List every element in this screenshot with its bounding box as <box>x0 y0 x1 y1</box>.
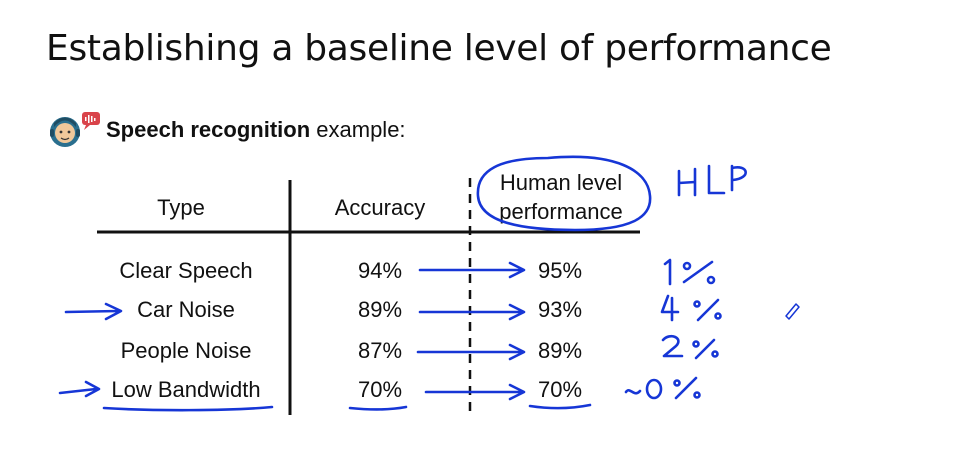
pointer-arrow-low-bandwidth <box>58 380 101 398</box>
gap-1-percent <box>663 258 672 286</box>
hlp-letter-l <box>707 164 726 195</box>
row-accuracy: 87% <box>357 338 403 363</box>
arrow-row-3 <box>416 343 526 361</box>
row-accuracy: 70% <box>357 377 403 402</box>
underline-hlp-70 <box>528 403 592 410</box>
header-hlp-line1: Human level <box>499 170 623 195</box>
header-type: Type <box>157 195 205 220</box>
row-type: Clear Speech <box>119 258 253 283</box>
row-type: Low Bandwidth <box>111 377 261 402</box>
subtitle-bold: Speech recognition <box>106 117 311 142</box>
gap-approx-0-percent <box>624 389 642 395</box>
pen-cursor-icon <box>785 303 800 320</box>
arrow-row-4 <box>424 383 526 401</box>
slide-title: Establishing a baseline level of perform… <box>46 28 832 69</box>
subtitle-rest: example: <box>310 117 406 142</box>
gap-2-percent <box>661 334 684 358</box>
gap-4-percent <box>660 294 680 322</box>
underline-low-bandwidth <box>102 405 274 412</box>
underline-accuracy-70 <box>348 405 408 411</box>
row-hlp: 95% <box>537 258 583 283</box>
hlp-letter-p <box>730 164 747 192</box>
arrow-row-1 <box>418 261 526 279</box>
row-hlp: 89% <box>537 338 583 363</box>
header-accuracy: Accuracy <box>334 195 426 220</box>
pointer-arrow-car-noise <box>64 302 123 321</box>
row-hlp: 70% <box>537 377 583 402</box>
row-type: Car Noise <box>137 297 235 322</box>
hlp-circle <box>476 155 652 232</box>
row-accuracy: 89% <box>357 297 403 322</box>
row-hlp: 93% <box>537 297 583 322</box>
speech-avatar-icon <box>50 112 100 147</box>
hlp-letter-h <box>677 167 697 197</box>
row-type: People Noise <box>120 338 252 363</box>
header-hlp-line2: performance <box>499 199 623 224</box>
slide-subtitle: Speech recognition example: <box>106 117 406 143</box>
row-accuracy: 94% <box>357 258 403 283</box>
arrow-row-2 <box>418 303 526 321</box>
